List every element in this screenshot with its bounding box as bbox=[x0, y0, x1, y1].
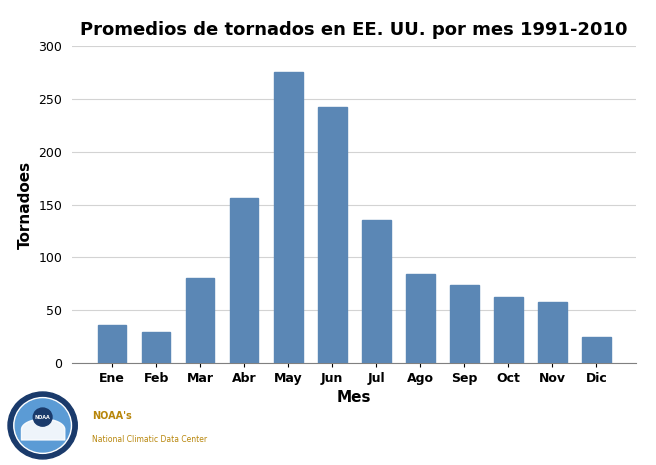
Circle shape bbox=[14, 398, 72, 453]
X-axis label: Mes: Mes bbox=[337, 390, 371, 405]
Bar bbox=[406, 274, 434, 363]
Circle shape bbox=[33, 408, 52, 426]
Bar bbox=[186, 279, 215, 363]
Bar bbox=[318, 106, 346, 363]
Bar bbox=[142, 332, 171, 363]
Title: Promedios de tornados en EE. UU. por mes 1991-2010: Promedios de tornados en EE. UU. por mes… bbox=[81, 21, 628, 40]
Bar bbox=[582, 338, 611, 363]
Bar bbox=[450, 285, 479, 363]
Circle shape bbox=[8, 392, 77, 459]
Text: National Climatic Data Center: National Climatic Data Center bbox=[92, 435, 207, 444]
Y-axis label: Tornadoes: Tornadoes bbox=[18, 160, 33, 249]
Text: NOAA's: NOAA's bbox=[92, 411, 132, 420]
Bar bbox=[230, 198, 258, 363]
Bar bbox=[494, 297, 523, 363]
Bar bbox=[274, 72, 302, 363]
Bar bbox=[98, 325, 127, 363]
Text: NOAA: NOAA bbox=[35, 415, 51, 419]
Bar bbox=[538, 302, 567, 363]
Circle shape bbox=[15, 399, 70, 452]
Bar bbox=[362, 220, 390, 363]
